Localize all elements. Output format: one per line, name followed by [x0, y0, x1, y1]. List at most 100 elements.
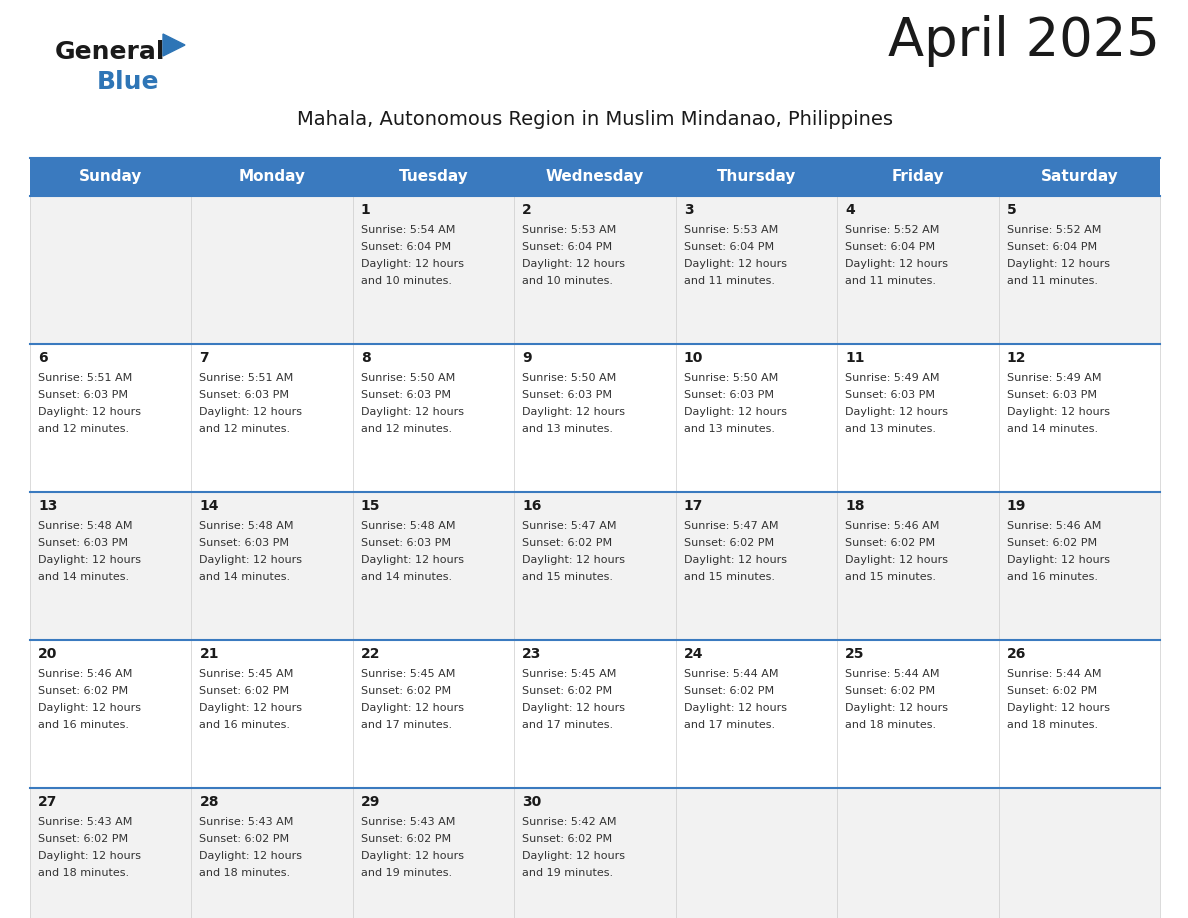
Text: Daylight: 12 hours: Daylight: 12 hours: [1006, 555, 1110, 565]
Text: and 18 minutes.: and 18 minutes.: [1006, 720, 1098, 730]
Text: 30: 30: [523, 795, 542, 809]
Text: Sunset: 6:04 PM: Sunset: 6:04 PM: [845, 242, 935, 252]
Bar: [353, 640, 514, 788]
Bar: [353, 344, 514, 492]
Text: Sunrise: 5:44 AM: Sunrise: 5:44 AM: [1006, 669, 1101, 679]
Text: Sunrise: 5:43 AM: Sunrise: 5:43 AM: [38, 817, 132, 827]
Bar: [514, 344, 676, 492]
Text: Sunrise: 5:50 AM: Sunrise: 5:50 AM: [523, 373, 617, 383]
Text: Sunrise: 5:46 AM: Sunrise: 5:46 AM: [1006, 521, 1101, 531]
Text: and 12 minutes.: and 12 minutes.: [38, 424, 129, 434]
Text: Sunset: 6:02 PM: Sunset: 6:02 PM: [361, 686, 451, 696]
Text: Daylight: 12 hours: Daylight: 12 hours: [200, 407, 303, 417]
Text: Sunrise: 5:45 AM: Sunrise: 5:45 AM: [200, 669, 293, 679]
Text: 12: 12: [1006, 351, 1026, 365]
Text: 25: 25: [845, 647, 865, 661]
Text: Daylight: 12 hours: Daylight: 12 hours: [845, 555, 948, 565]
Bar: [676, 158, 838, 196]
Text: Thursday: Thursday: [716, 170, 796, 185]
Text: 21: 21: [200, 647, 219, 661]
Text: Daylight: 12 hours: Daylight: 12 hours: [523, 407, 625, 417]
Text: 13: 13: [38, 499, 57, 513]
Bar: [30, 196, 191, 344]
Text: Sunrise: 5:46 AM: Sunrise: 5:46 AM: [38, 669, 132, 679]
Text: Sunset: 6:03 PM: Sunset: 6:03 PM: [200, 390, 290, 400]
Text: and 10 minutes.: and 10 minutes.: [361, 276, 451, 286]
Text: 3: 3: [684, 203, 694, 217]
Text: Sunset: 6:03 PM: Sunset: 6:03 PM: [523, 390, 612, 400]
Bar: [676, 492, 838, 640]
Text: 1: 1: [361, 203, 371, 217]
Bar: [676, 788, 838, 918]
Text: Monday: Monday: [239, 170, 305, 185]
Text: 15: 15: [361, 499, 380, 513]
Bar: [999, 492, 1159, 640]
Text: 5: 5: [1006, 203, 1016, 217]
Text: 27: 27: [38, 795, 57, 809]
Bar: [353, 788, 514, 918]
Text: and 15 minutes.: and 15 minutes.: [523, 572, 613, 582]
Text: and 14 minutes.: and 14 minutes.: [38, 572, 129, 582]
Text: Daylight: 12 hours: Daylight: 12 hours: [361, 555, 463, 565]
Text: and 18 minutes.: and 18 minutes.: [200, 868, 291, 878]
Text: Sunrise: 5:43 AM: Sunrise: 5:43 AM: [200, 817, 293, 827]
Text: Sunrise: 5:54 AM: Sunrise: 5:54 AM: [361, 225, 455, 235]
Text: 7: 7: [200, 351, 209, 365]
Bar: [191, 788, 353, 918]
Bar: [676, 640, 838, 788]
Text: Daylight: 12 hours: Daylight: 12 hours: [38, 851, 141, 861]
Bar: [999, 640, 1159, 788]
Text: April 2025: April 2025: [889, 15, 1159, 67]
Text: Sunrise: 5:52 AM: Sunrise: 5:52 AM: [1006, 225, 1101, 235]
Bar: [30, 788, 191, 918]
Text: Sunset: 6:04 PM: Sunset: 6:04 PM: [361, 242, 451, 252]
Text: Sunrise: 5:45 AM: Sunrise: 5:45 AM: [523, 669, 617, 679]
Text: and 12 minutes.: and 12 minutes.: [200, 424, 291, 434]
Text: Daylight: 12 hours: Daylight: 12 hours: [684, 407, 786, 417]
Bar: [353, 492, 514, 640]
Text: Daylight: 12 hours: Daylight: 12 hours: [523, 703, 625, 713]
Text: and 17 minutes.: and 17 minutes.: [523, 720, 613, 730]
Text: 10: 10: [684, 351, 703, 365]
Text: 23: 23: [523, 647, 542, 661]
Text: and 13 minutes.: and 13 minutes.: [523, 424, 613, 434]
Text: Daylight: 12 hours: Daylight: 12 hours: [1006, 259, 1110, 269]
Text: and 13 minutes.: and 13 minutes.: [845, 424, 936, 434]
Text: Daylight: 12 hours: Daylight: 12 hours: [200, 851, 303, 861]
Text: Sunset: 6:02 PM: Sunset: 6:02 PM: [523, 538, 612, 548]
Text: Sunset: 6:03 PM: Sunset: 6:03 PM: [1006, 390, 1097, 400]
Text: Sunrise: 5:48 AM: Sunrise: 5:48 AM: [200, 521, 293, 531]
Bar: [191, 344, 353, 492]
Text: Sunrise: 5:51 AM: Sunrise: 5:51 AM: [200, 373, 293, 383]
Text: and 11 minutes.: and 11 minutes.: [845, 276, 936, 286]
Bar: [353, 196, 514, 344]
Text: Sunrise: 5:50 AM: Sunrise: 5:50 AM: [684, 373, 778, 383]
Text: Daylight: 12 hours: Daylight: 12 hours: [845, 703, 948, 713]
Bar: [838, 196, 999, 344]
Text: Sunrise: 5:42 AM: Sunrise: 5:42 AM: [523, 817, 617, 827]
Text: and 18 minutes.: and 18 minutes.: [845, 720, 936, 730]
Text: Tuesday: Tuesday: [399, 170, 468, 185]
Text: Friday: Friday: [891, 170, 944, 185]
Text: 8: 8: [361, 351, 371, 365]
Text: and 14 minutes.: and 14 minutes.: [1006, 424, 1098, 434]
Text: Sunrise: 5:45 AM: Sunrise: 5:45 AM: [361, 669, 455, 679]
Text: 9: 9: [523, 351, 532, 365]
Text: Daylight: 12 hours: Daylight: 12 hours: [200, 703, 303, 713]
Text: Daylight: 12 hours: Daylight: 12 hours: [523, 851, 625, 861]
Text: Daylight: 12 hours: Daylight: 12 hours: [200, 555, 303, 565]
Text: Sunset: 6:03 PM: Sunset: 6:03 PM: [684, 390, 773, 400]
Text: and 16 minutes.: and 16 minutes.: [1006, 572, 1098, 582]
Bar: [191, 158, 353, 196]
Bar: [999, 158, 1159, 196]
Text: Sunrise: 5:44 AM: Sunrise: 5:44 AM: [684, 669, 778, 679]
Text: Sunrise: 5:53 AM: Sunrise: 5:53 AM: [523, 225, 617, 235]
Text: Saturday: Saturday: [1041, 170, 1118, 185]
Bar: [30, 344, 191, 492]
Text: Sunday: Sunday: [80, 170, 143, 185]
Text: Daylight: 12 hours: Daylight: 12 hours: [361, 851, 463, 861]
Text: Sunrise: 5:51 AM: Sunrise: 5:51 AM: [38, 373, 132, 383]
Text: Sunrise: 5:48 AM: Sunrise: 5:48 AM: [38, 521, 133, 531]
Text: and 16 minutes.: and 16 minutes.: [200, 720, 290, 730]
Bar: [191, 196, 353, 344]
